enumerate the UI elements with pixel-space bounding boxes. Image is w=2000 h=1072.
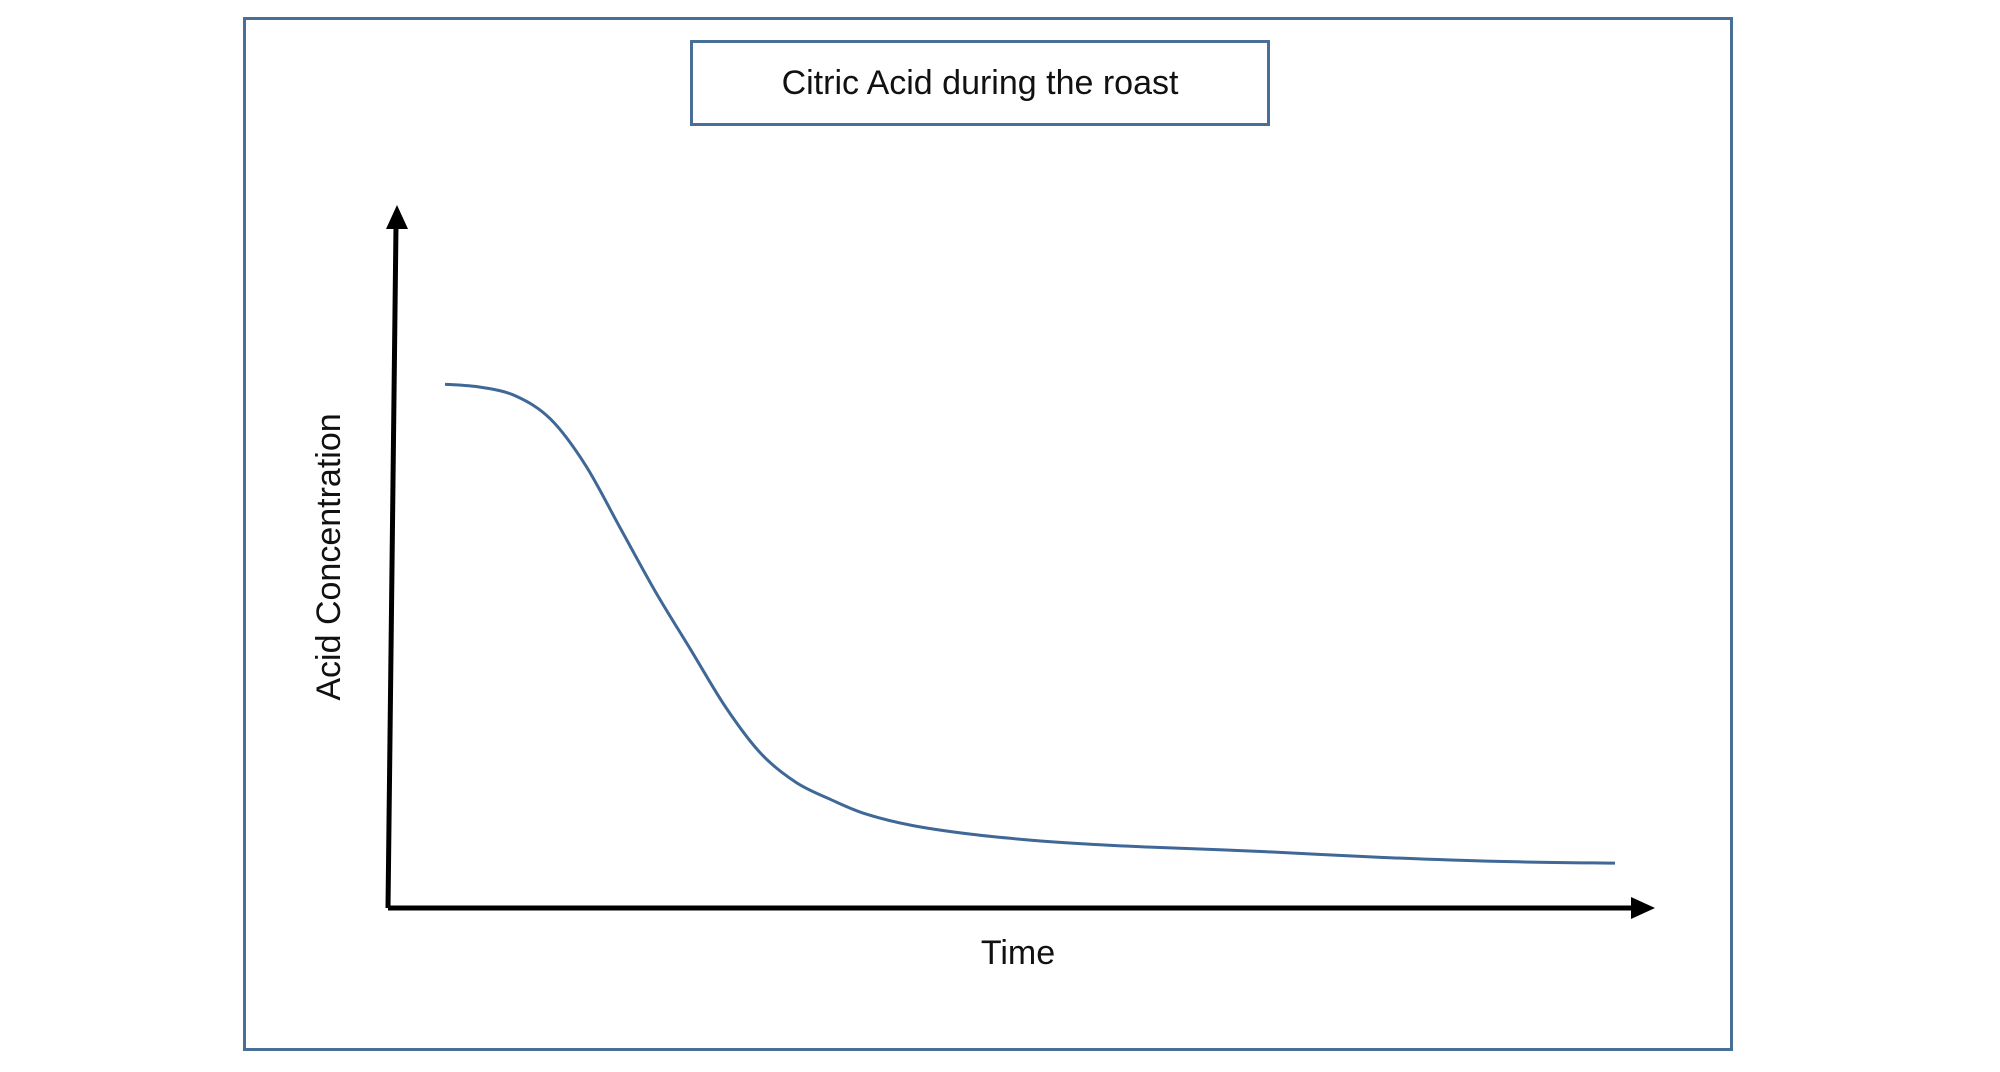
chart-frame (243, 17, 1733, 1051)
x-axis-label: Time (981, 934, 1055, 972)
y-axis-arrow (386, 205, 408, 229)
y-axis-label: Acid Concentration (310, 413, 348, 700)
y-axis-line (385, 224, 399, 909)
x-axis-arrow (1631, 897, 1655, 919)
chart-title-box: Citric Acid during the roast (690, 40, 1270, 126)
series-layer (444, 382, 1616, 865)
chart-title: Citric Acid during the roast (781, 63, 1179, 102)
axes (385, 205, 1655, 919)
series-line-0 (444, 382, 1616, 865)
